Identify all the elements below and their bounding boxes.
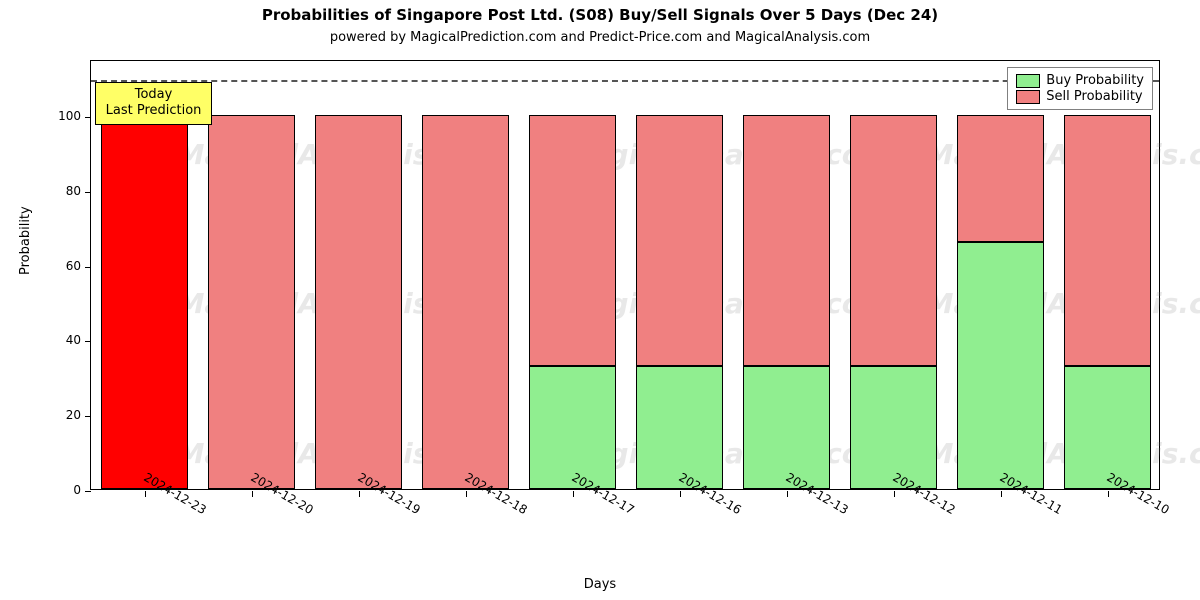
x-tick <box>252 491 253 497</box>
bar-buy <box>850 366 938 489</box>
legend-item: Sell Probability <box>1016 89 1144 104</box>
y-tick-label: 40 <box>41 333 81 347</box>
legend-label: Buy Probability <box>1046 73 1144 88</box>
bar-buy <box>957 242 1045 489</box>
bar-slot <box>957 59 1045 489</box>
y-tick <box>85 341 91 342</box>
bar-buy <box>743 366 831 489</box>
plot-area: 020406080100MagicalAnalysis.comMagicalAn… <box>90 60 1160 490</box>
x-tick <box>787 491 788 497</box>
bar-sell <box>422 115 510 489</box>
x-axis-label: Days <box>0 577 1200 592</box>
y-tick-label: 20 <box>41 408 81 422</box>
bar-buy <box>1064 366 1152 489</box>
x-tick <box>145 491 146 497</box>
bar-sell <box>636 115 724 366</box>
legend: Buy ProbabilitySell Probability <box>1007 67 1153 110</box>
chart-container: Probabilities of Singapore Post Ltd. (S0… <box>0 0 1200 600</box>
chart-title: Probabilities of Singapore Post Ltd. (S0… <box>0 6 1200 24</box>
x-tick <box>1108 491 1109 497</box>
bar-sell <box>208 115 296 489</box>
y-tick <box>85 192 91 193</box>
bar-slot <box>850 59 938 489</box>
y-tick-label: 80 <box>41 184 81 198</box>
y-tick <box>85 491 91 492</box>
bar-slot <box>529 59 617 489</box>
bar-slot <box>743 59 831 489</box>
bar-buy <box>529 366 617 489</box>
legend-label: Sell Probability <box>1046 89 1142 104</box>
bar-sell <box>850 115 938 366</box>
bar-slot <box>1064 59 1152 489</box>
bar-sell <box>315 115 403 489</box>
legend-swatch <box>1016 90 1040 104</box>
bar-sell <box>529 115 617 366</box>
y-tick-label: 100 <box>41 109 81 123</box>
bar-sell <box>1064 115 1152 366</box>
chart-subtitle: powered by MagicalPrediction.com and Pre… <box>0 30 1200 45</box>
bar-slot <box>315 59 403 489</box>
y-tick-label: 60 <box>41 259 81 273</box>
x-tick <box>894 491 895 497</box>
x-tick <box>359 491 360 497</box>
today-annotation: Today Last Prediction <box>95 82 213 125</box>
x-tick <box>573 491 574 497</box>
legend-item: Buy Probability <box>1016 73 1144 88</box>
bar-sell <box>101 115 189 489</box>
x-tick <box>680 491 681 497</box>
y-tick <box>85 267 91 268</box>
bar-sell <box>957 115 1045 242</box>
legend-swatch <box>1016 74 1040 88</box>
x-tick <box>466 491 467 497</box>
y-tick-label: 0 <box>41 483 81 497</box>
bar-slot <box>422 59 510 489</box>
x-tick <box>1001 491 1002 497</box>
y-tick <box>85 416 91 417</box>
bar-slot <box>636 59 724 489</box>
y-tick <box>85 117 91 118</box>
bar-slot <box>208 59 296 489</box>
bar-sell <box>743 115 831 366</box>
y-axis-label: Probability <box>18 206 33 275</box>
bar-buy <box>636 366 724 489</box>
